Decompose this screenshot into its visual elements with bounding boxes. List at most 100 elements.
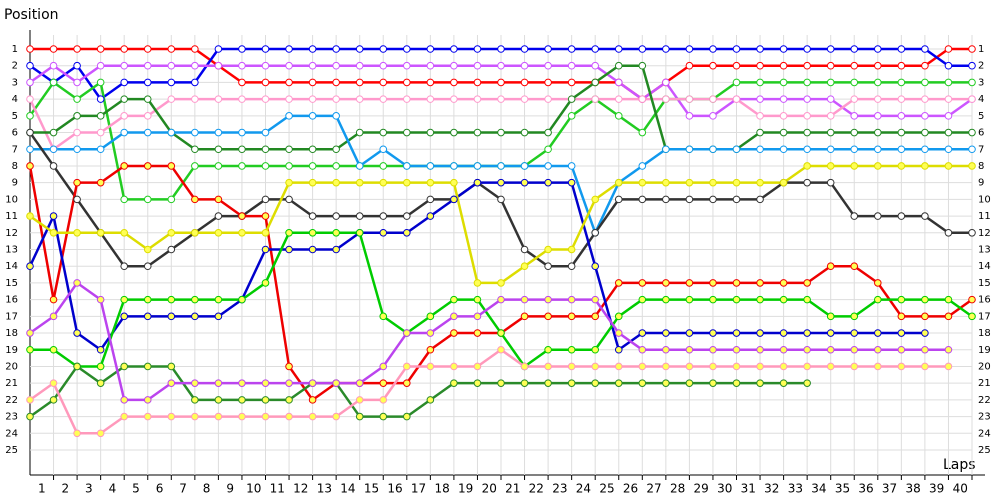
lap-marker <box>921 45 929 53</box>
lap-marker <box>874 345 882 354</box>
lap-marker <box>897 162 906 170</box>
lap-marker <box>709 112 717 120</box>
lap-marker <box>167 245 176 254</box>
lap-marker <box>850 112 859 120</box>
lap-marker <box>214 162 223 170</box>
lap-marker <box>120 128 128 137</box>
y-tick-label: 5 <box>12 111 18 122</box>
lap-marker <box>238 295 246 304</box>
y-tick-label-right: 19 <box>978 345 991 356</box>
lap-marker <box>120 262 128 271</box>
lap-marker <box>355 78 364 87</box>
y-tick-label-right: 8 <box>978 161 984 172</box>
lap-marker <box>591 295 600 304</box>
lap-marker <box>143 45 152 53</box>
y-tick-label: 24 <box>5 428 18 439</box>
lap-marker <box>520 162 529 170</box>
lap-marker <box>379 396 388 404</box>
lap-marker <box>332 228 340 237</box>
y-tick-label-right: 5 <box>978 111 984 122</box>
lap-marker <box>826 345 835 354</box>
lap-marker <box>355 228 364 237</box>
lap-marker <box>332 245 340 254</box>
lap-marker <box>308 178 317 187</box>
lap-marker <box>662 195 670 204</box>
lap-marker <box>426 162 435 170</box>
lap-marker <box>403 162 411 170</box>
lap-marker <box>968 162 976 170</box>
lap-marker <box>450 162 458 170</box>
lap-marker <box>685 279 694 287</box>
lap-marker <box>473 362 482 371</box>
lap-marker <box>332 212 340 220</box>
lap-marker <box>520 312 529 321</box>
y-tick-label-right: 7 <box>978 144 984 155</box>
lap-marker <box>403 212 411 220</box>
lap-marker <box>685 45 694 53</box>
lap-marker <box>897 128 906 137</box>
lap-marker <box>473 379 482 387</box>
lap-marker <box>567 61 576 70</box>
lap-marker <box>167 95 176 103</box>
lap-marker <box>285 379 293 387</box>
lap-marker <box>426 178 435 187</box>
lap-marker <box>497 195 505 204</box>
lap-marker <box>143 312 152 321</box>
lap-marker <box>403 61 411 70</box>
lap-marker <box>897 345 906 354</box>
lap-marker <box>591 195 600 204</box>
lap-marker <box>567 45 576 53</box>
lap-marker <box>614 61 623 70</box>
lap-marker <box>944 162 953 170</box>
x-tick-label: 26 <box>623 482 638 496</box>
lap-marker <box>544 95 552 103</box>
lap-marker <box>614 362 623 371</box>
lap-marker <box>897 312 906 321</box>
lap-marker <box>544 128 552 137</box>
lap-marker <box>355 128 364 137</box>
x-tick-label: 5 <box>132 482 140 496</box>
lap-marker <box>96 379 105 387</box>
lap-marker <box>238 412 246 421</box>
lap-marker <box>379 178 388 187</box>
lap-marker <box>450 295 458 304</box>
lap-marker <box>473 128 482 137</box>
lap-marker <box>826 61 835 70</box>
lap-marker <box>567 112 576 120</box>
lap-marker <box>591 61 600 70</box>
lap-marker <box>614 178 623 187</box>
lap-marker <box>756 379 764 387</box>
lap-marker <box>379 61 388 70</box>
x-tick-label: 8 <box>203 482 211 496</box>
lap-marker <box>803 95 811 103</box>
lap-marker <box>426 128 435 137</box>
lap-marker <box>403 329 411 337</box>
lap-marker <box>874 61 882 70</box>
lap-marker <box>685 195 694 204</box>
lap-marker <box>662 95 670 103</box>
lap-marker <box>355 178 364 187</box>
lap-marker <box>826 145 835 154</box>
lap-marker <box>520 245 529 254</box>
lap-marker <box>167 312 176 321</box>
lap-marker <box>732 362 741 371</box>
lap-marker <box>685 178 694 187</box>
y-tick-label-right: 14 <box>978 261 991 272</box>
lap-marker <box>26 112 34 120</box>
lap-marker <box>261 95 270 103</box>
x-tick-label: 30 <box>717 482 732 496</box>
lap-marker <box>850 345 859 354</box>
lap-marker <box>897 112 906 120</box>
y-tick-label: 12 <box>5 228 18 239</box>
lap-marker <box>685 329 694 337</box>
x-tick-label: 16 <box>387 482 402 496</box>
lap-marker <box>709 95 717 103</box>
lap-marker <box>921 145 929 154</box>
lap-marker <box>803 61 811 70</box>
lap-marker <box>897 362 906 371</box>
lap-marker <box>779 61 788 70</box>
lap-marker <box>638 195 647 204</box>
lap-marker <box>285 145 293 154</box>
lap-marker <box>662 279 670 287</box>
lap-marker <box>355 412 364 421</box>
